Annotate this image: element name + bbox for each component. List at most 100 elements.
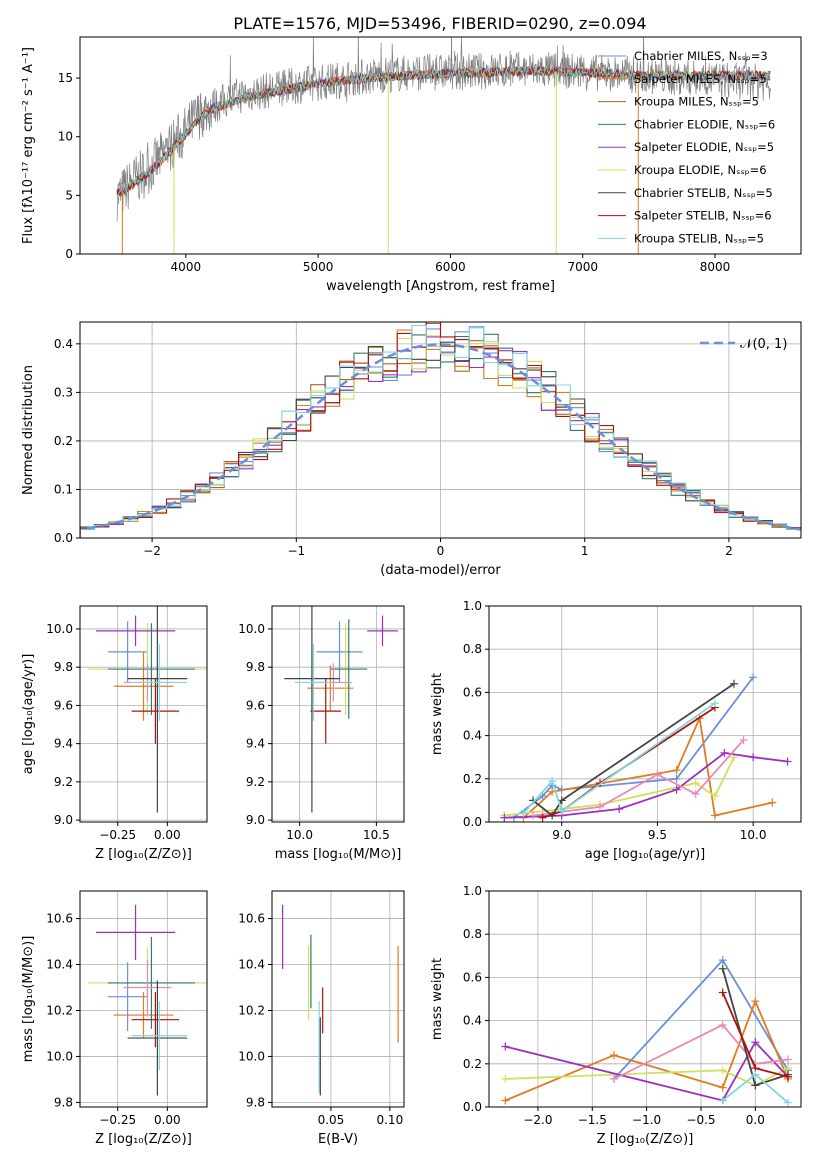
x-tick-label: 0.05 [318,1113,345,1127]
weight-point [783,1098,792,1107]
panel-residuals: −2 −1 0 1 2 0.0 0.1 0.2 0.3 0.4 (data-model)/error… [21,321,802,578]
weight-series-line [522,715,773,819]
x-axis-label: mass [log₁₀(M/M⊙)] [275,847,402,862]
weight-point [751,997,760,1006]
errorbar-point [307,665,354,712]
y-tick-label: 9.6 [246,698,265,712]
axis-ticks: −0.25 0.00 9.8 10.0 10.2 10.4 10.6 [46,912,180,1127]
y-tick-label: 0.3 [54,385,73,399]
errorbar-point [113,651,174,721]
weight-point [718,988,727,997]
weight-point [548,776,557,785]
weight-point [751,1038,760,1047]
weight-point [596,802,605,811]
errorbar-point [107,621,148,683]
axes-frame [488,890,802,1108]
weight-point [501,1096,510,1105]
weight-series-line [522,702,716,814]
y-tick-label: 0.8 [463,927,482,941]
x-tick-label: −0.25 [99,828,136,842]
model-line [116,65,771,198]
x-tick-label: 0.00 [154,828,181,842]
y-tick-label: 0.4 [463,1014,482,1028]
x-tick-label: 0.0 [746,1113,765,1127]
y-tick-label: 1.0 [463,884,482,898]
weight-point [672,766,681,775]
x-tick-label: 7000 [567,260,598,274]
plot-area [87,904,207,1096]
x-tick-label: 9.5 [648,828,667,842]
y-tick-label: 0 [65,247,73,261]
weight-point [500,813,509,822]
weight-series-line [513,676,754,819]
errorbar-point [95,615,176,647]
x-tick-label: −2 [143,544,161,558]
plot-area [501,956,792,1107]
weight-point [718,964,727,973]
axes-frame [79,605,208,823]
errorbar-point [316,621,363,683]
weight-point [751,1070,760,1079]
plot-area [80,322,801,538]
x-tick-label: 5000 [303,260,334,274]
x-tick-label: −0.5 [686,1113,715,1127]
axes-frame [79,36,802,255]
weight-point [768,798,777,807]
x-axis-label: Z [log₁₀(Z/Z⊙)] [95,1132,192,1147]
errorbar-point [131,678,180,744]
errorbar-point [113,992,174,1039]
x-tick-label: 9.0 [552,828,571,842]
weight-point [710,699,719,708]
y-tick-label: 10.6 [238,912,265,926]
legend-label: Chabrier STELIB, Nₛₛₚ=5 [634,186,773,200]
y-axis-label: mass weight [430,673,445,755]
figure-title: PLATE=1576, MJD=53496, FIBERID=0290, z=0… [233,14,646,33]
weight-point [672,785,681,794]
y-tick-label: 0.8 [463,642,482,656]
y-tick-label: 9.4 [246,737,265,751]
plot-area [87,606,207,813]
y-axis-label: Normed distribution [21,365,36,495]
weight-series-line [505,1067,789,1087]
y-tick-label: 9.8 [54,1095,73,1109]
y-tick-label: 10.0 [238,1049,265,1063]
panel-weight_vs_Z: −2.0 −1.5 −1.0 −0.5 0.0 0.0 0.2 0.4 0.6 0.8 1.0 Z [… [430,884,802,1147]
axis-ticks: −2 −1 0 1 2 0.0 0.1 0.2 0.3 0.4 [54,337,733,558]
errorbar-point [284,606,340,813]
x-tick-label: −2.0 [523,1113,552,1127]
weight-point [718,1083,727,1092]
legend-label: 𝒩(0, 1) [740,337,787,352]
x-axis-label: wavelength [Angstrom, rest frame] [326,279,555,294]
y-tick-label: 9.6 [54,698,73,712]
y-tick-label: 9.0 [246,813,265,827]
y-tick-label: 9.8 [246,660,265,674]
weight-point [749,673,758,682]
weight-point [720,748,729,757]
plot-area [284,606,398,813]
axis-ticks: −2.0 −1.5 −1.0 −0.5 0.0 0.0 0.2 0.4 0.6 0.8 1.0 [463,884,765,1127]
x-tick-label: 10.0 [740,828,767,842]
panel-weight_vs_age: 9.0 9.5 10.0 0.0 0.2 0.4 0.6 0.8 1.0 age [log₁₀(a… [430,599,802,862]
y-tick-label: 10.6 [46,912,73,926]
weight-series-line [532,683,735,817]
legend-label: Kroupa MILES, Nₛₛₚ=5 [634,95,759,109]
errorbar-point [127,980,188,1096]
errorbar-point [107,623,196,715]
y-tick-label: 10.2 [238,1003,265,1017]
y-tick-label: 0.4 [463,729,482,743]
y-tick-label: 9.8 [246,1095,265,1109]
legend: 𝒩(0, 1) [700,337,787,352]
panel-mass_vs_Z: −0.25 0.00 9.8 10.0 10.2 10.4 10.6 Z [log₁₀(Z/Z… [21,890,208,1147]
weight-point [718,1066,727,1075]
y-tick-label: 0.0 [463,1100,482,1114]
weight-point [501,1042,510,1051]
weight-point [610,1074,619,1083]
axes-frame [271,605,405,823]
x-tick-label: −1 [287,544,305,558]
x-tick-label: 8000 [700,260,731,274]
y-tick-label: 0.6 [463,970,482,984]
weight-point [538,813,547,822]
y-tick-label: 15 [58,71,73,85]
y-axis-label: mass weight [430,958,445,1040]
